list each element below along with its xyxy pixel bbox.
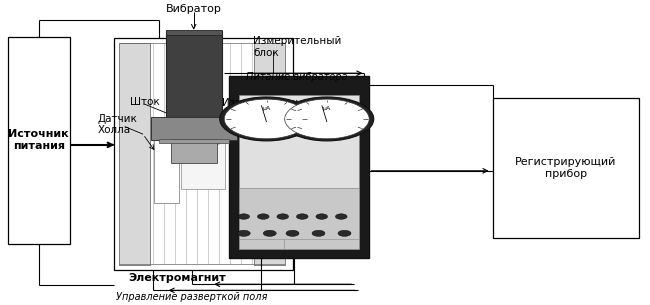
Bar <box>166 30 222 117</box>
Bar <box>154 119 179 203</box>
Bar <box>151 117 237 140</box>
Text: Регистрирующий
прибор: Регистрирующий прибор <box>515 157 616 178</box>
Circle shape <box>285 99 369 139</box>
Bar <box>229 76 369 258</box>
Bar <box>239 95 359 249</box>
Circle shape <box>238 214 250 219</box>
Circle shape <box>257 214 269 219</box>
Text: Вибратор: Вибратор <box>166 4 222 14</box>
Text: Электромагнит: Электромагнит <box>129 273 226 282</box>
Text: Образец: Образец <box>244 125 291 135</box>
Text: Шток: Шток <box>130 97 160 107</box>
Bar <box>171 139 217 163</box>
Text: µA: µA <box>323 106 331 111</box>
Circle shape <box>312 230 325 236</box>
Bar <box>119 43 150 265</box>
Circle shape <box>220 97 313 141</box>
Text: Питание вибратора: Питание вибратора <box>246 72 347 82</box>
Bar <box>493 98 639 238</box>
Circle shape <box>296 214 308 219</box>
Circle shape <box>280 97 374 141</box>
Bar <box>229 119 254 203</box>
Text: Измерительные
катушки: Измерительные катушки <box>222 98 310 120</box>
Circle shape <box>237 230 250 236</box>
Circle shape <box>263 230 276 236</box>
Circle shape <box>335 214 347 219</box>
Text: Датчик
Холла: Датчик Холла <box>98 114 137 135</box>
Bar <box>8 37 70 244</box>
Circle shape <box>224 99 309 139</box>
Bar <box>239 188 359 249</box>
Text: Измерительный
блок: Измерительный блок <box>254 37 342 58</box>
Circle shape <box>277 214 289 219</box>
Bar <box>114 38 292 270</box>
Circle shape <box>338 230 351 236</box>
Circle shape <box>316 214 328 219</box>
Text: Управление разверткой поля: Управление разверткой поля <box>116 292 267 302</box>
Text: µA: µA <box>263 106 270 111</box>
Bar <box>254 43 285 265</box>
Text: Источник
питания: Источник питания <box>8 130 69 151</box>
Circle shape <box>286 230 299 236</box>
Bar <box>181 134 225 189</box>
Bar <box>166 30 222 35</box>
Bar <box>159 139 229 143</box>
